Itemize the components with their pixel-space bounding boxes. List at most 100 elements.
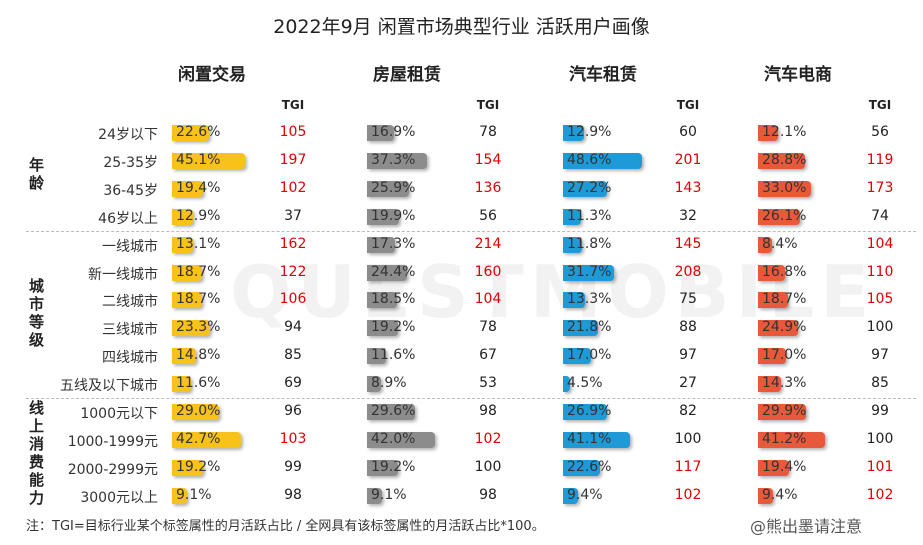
value-label: 33.0% <box>762 179 807 196</box>
bar <box>563 208 582 225</box>
value-label: 4.5% <box>567 375 603 392</box>
tgi-value: 74 <box>871 207 889 224</box>
tgi-value: 160 <box>474 263 502 280</box>
tgi-header: TGI <box>676 98 700 112</box>
bar <box>758 348 786 365</box>
bar <box>367 236 396 253</box>
value-label: 11.8% <box>567 235 612 252</box>
value-label: 23.3% <box>176 319 221 336</box>
value-label: 12.1% <box>762 124 807 140</box>
tgi-value: 97 <box>871 347 889 364</box>
tgi-value: 78 <box>479 124 497 140</box>
value-label: 11.6% <box>371 347 416 364</box>
tgi-value: 67 <box>479 347 497 364</box>
bar <box>367 152 428 169</box>
bar <box>563 125 584 141</box>
bar <box>758 236 772 253</box>
value-label: 17.0% <box>567 347 612 364</box>
value-label: 9.1% <box>371 486 407 503</box>
row-label: 三线城市 <box>102 322 158 339</box>
value-label: 16.8% <box>762 263 807 280</box>
value-label: 9.4% <box>567 486 603 503</box>
tgi-value: 145 <box>674 235 702 252</box>
tgi-value: 100 <box>474 458 502 475</box>
column-header: 闲置交易 <box>178 65 246 85</box>
tgi-value: 103 <box>279 430 307 447</box>
bar <box>367 459 399 476</box>
tgi-value: 69 <box>284 375 302 392</box>
bar <box>563 320 599 337</box>
value-label: 11.3% <box>567 207 612 224</box>
value-label: 41.2% <box>762 430 807 447</box>
value-label: 25.9% <box>371 179 416 196</box>
bar <box>367 208 400 225</box>
bar <box>172 431 242 448</box>
tgi-value: 96 <box>284 403 302 419</box>
value-label: 19.4% <box>176 179 221 196</box>
footnote: 注：TGI=目标行业某个标签属性的月活跃占比 / 全网具有该标签属性的月活跃占比… <box>26 519 545 534</box>
bar <box>367 376 382 393</box>
row-label: 新一线城市 <box>88 266 158 283</box>
tgi-value: 104 <box>474 291 502 308</box>
bar <box>758 125 778 141</box>
column-header: 汽车租赁 <box>569 65 637 85</box>
tgi-value: 99 <box>871 403 889 419</box>
tgi-value: 100 <box>866 319 894 336</box>
value-label: 19.2% <box>371 458 416 475</box>
tgi-value: 154 <box>474 151 502 168</box>
tgi-value: 53 <box>479 375 497 392</box>
tgi-value: 75 <box>679 291 697 308</box>
tgi-value: 136 <box>474 179 502 196</box>
tgi-value: 208 <box>674 263 702 280</box>
tgi-value: 60 <box>679 124 697 140</box>
bar <box>758 292 789 309</box>
row-label: 1000元以下 <box>80 406 158 422</box>
bar <box>563 152 642 169</box>
row-label: 24岁以下 <box>98 127 158 143</box>
bar <box>563 431 630 448</box>
bar <box>172 152 246 169</box>
value-label: 18.7% <box>176 291 221 308</box>
bar <box>172 376 191 393</box>
tgi-value: 88 <box>679 319 697 336</box>
title: 2022年9月 闲置市场典型行业 活跃用户画像 <box>273 16 650 38</box>
value-label: 27.2% <box>567 179 612 196</box>
bar <box>367 125 395 141</box>
row-label: 2000-2999元 <box>67 461 158 478</box>
row-label: 一线城市 <box>102 238 158 255</box>
row-label: 36-45岁 <box>103 182 158 199</box>
value-label: 18.5% <box>371 291 416 308</box>
value-label: 41.1% <box>567 430 612 447</box>
bar <box>172 404 219 420</box>
value-label: 45.1% <box>176 151 221 168</box>
tgi-value: 85 <box>871 375 889 392</box>
value-label: 19.9% <box>371 207 416 224</box>
tgi-value: 173 <box>866 179 894 196</box>
watermark: QUESTMOBILE <box>230 250 876 334</box>
tgi-value: 85 <box>284 347 302 364</box>
value-label: 13.3% <box>567 291 612 308</box>
value-label: 12.9% <box>567 124 612 140</box>
value-label: 42.7% <box>176 430 221 447</box>
bar <box>367 264 407 281</box>
bar <box>172 320 210 337</box>
value-label: 42.0% <box>371 430 416 447</box>
value-label: 9.1% <box>176 486 212 503</box>
value-label: 22.6% <box>567 458 612 475</box>
value-label: 48.6% <box>567 151 612 168</box>
bar <box>758 320 799 337</box>
value-label: 12.9% <box>176 207 221 224</box>
value-label: 11.6% <box>176 375 221 392</box>
bar <box>172 180 204 197</box>
tgi-header: TGI <box>476 98 500 112</box>
row-label: 四线城市 <box>102 350 158 367</box>
value-label: 19.2% <box>176 458 221 475</box>
bar <box>367 431 436 448</box>
tgi-value: 94 <box>284 319 302 336</box>
value-label: 29.6% <box>371 403 416 419</box>
bar <box>367 487 382 504</box>
tgi-value: 56 <box>479 207 497 224</box>
bar <box>758 404 807 420</box>
tgi-value: 197 <box>279 151 307 168</box>
